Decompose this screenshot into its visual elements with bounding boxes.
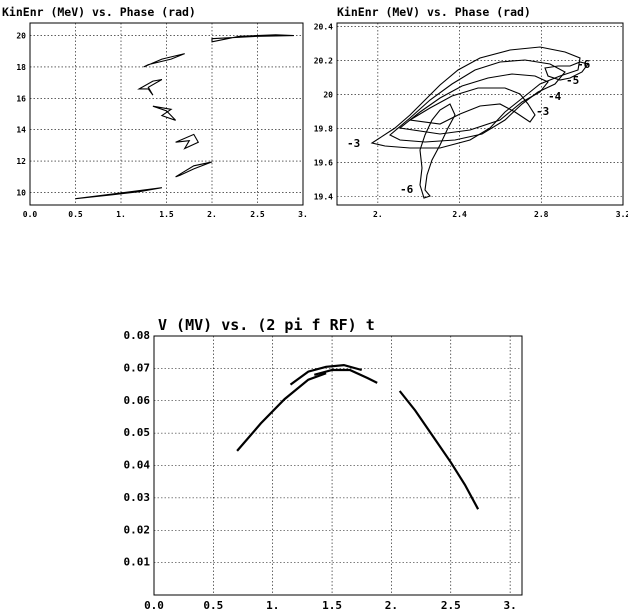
chart-2-y-tick-label: 19.6 bbox=[314, 158, 333, 167]
chart-2-y-tick-label: 20.4 bbox=[314, 22, 333, 31]
chart-2-curves bbox=[370, 46, 589, 199]
chart-2-x-ticks: 2. 2.4 2.8 3.2 bbox=[373, 210, 628, 219]
chart-2-label-1: -6 bbox=[577, 58, 591, 71]
chart-3-x-tick-label: 1.5 bbox=[322, 599, 342, 610]
chart-1-x-tick-label: 2.5 bbox=[250, 210, 265, 219]
chart-2-y-tick-label: 20 bbox=[323, 90, 333, 99]
chart-1-curves bbox=[75, 34, 294, 200]
chart-2-label-3: -4 bbox=[548, 90, 562, 103]
chart-2-y-tick-label: 19.4 bbox=[314, 192, 333, 201]
chart-2-title: KinEnr (MeV) vs. Phase (rad) bbox=[337, 5, 531, 19]
chart-3-x-tick-label: 2.5 bbox=[441, 599, 461, 610]
chart-3-y-tick-label: 0.01 bbox=[124, 556, 151, 569]
chart-3-grid bbox=[154, 335, 522, 595]
chart-1-curve-1 bbox=[75, 187, 162, 200]
chart-2-label-6: -6 bbox=[400, 183, 414, 196]
chart-3-y-tick-label: 0.07 bbox=[124, 361, 151, 374]
chart-3-x-ticks: 0.0 0.5 1. 1.5 2. 2.5 3. bbox=[144, 599, 517, 610]
chart-3-frame bbox=[153, 335, 523, 596]
chart-1-curve-4 bbox=[152, 105, 176, 121]
chart-3-x-tick-label: 0.5 bbox=[203, 599, 223, 610]
chart-1-curve-2 bbox=[143, 53, 185, 68]
chart-1-y-tick-label: 20 bbox=[16, 32, 26, 41]
chart-2-frame bbox=[336, 22, 624, 206]
chart-3-x-tick-label: 0.0 bbox=[144, 599, 164, 610]
chart-1-x-tick-label: 0.0 bbox=[23, 210, 38, 219]
chart-1-y-tick-label: 14 bbox=[16, 126, 26, 135]
chart-1-curve-3 bbox=[137, 78, 163, 96]
chart-3-y-tick-label: 0.04 bbox=[124, 459, 151, 472]
chart-2: KinEnr (MeV) vs. Phase (rad) 2. 2.4 2.8 3.2… bbox=[314, 5, 628, 219]
chart-1-curve-6 bbox=[175, 161, 213, 178]
chart-2-label-2: -5 bbox=[566, 74, 579, 87]
chart-3-y-tick-label: 0.08 bbox=[124, 329, 151, 342]
chart-3-title: V (MV) vs. (2 pi f RF) t bbox=[158, 316, 375, 334]
chart-3-y-tick-label: 0.05 bbox=[124, 426, 151, 439]
chart-2-contour-1 bbox=[370, 46, 581, 149]
chart-1-y-tick-label: 12 bbox=[16, 157, 26, 166]
chart-3-curve-1 bbox=[236, 372, 327, 452]
chart-3: V (MV) vs. (2 pi f RF) t 0.0 0.5 1. 1.5 2. 2.… bbox=[124, 316, 523, 610]
chart-1-y-tick-label: 18 bbox=[16, 63, 26, 72]
chart-2-x-tick-label: 3.2 bbox=[616, 210, 628, 219]
chart-1-frame bbox=[29, 22, 304, 206]
chart-1-y-ticks: 10 12 14 16 18 20 bbox=[16, 32, 26, 198]
chart-1-curve-5 bbox=[175, 133, 200, 150]
chart-1-grid bbox=[30, 23, 303, 205]
chart-1: KinEnr (MeV) vs. Phase (rad) 0.0 0.5 1. 1.5… bbox=[2, 5, 308, 219]
chart-3-curve-4 bbox=[398, 390, 480, 510]
chart-1-x-tick-label: 0.5 bbox=[68, 210, 83, 219]
chart-3-x-tick-label: 2. bbox=[385, 599, 398, 610]
chart-1-y-tick-label: 10 bbox=[16, 188, 26, 197]
chart-3-curve-3 bbox=[314, 368, 378, 384]
chart-2-y-ticks: 19.4 19.6 19.8 20 20.2 20.4 bbox=[314, 22, 333, 201]
chart-2-annotations: -6 -5 -4 -3 -3 -6 bbox=[347, 58, 591, 196]
chart-3-y-ticks: 0.01 0.02 0.03 0.04 0.05 0.06 0.07 0.08 bbox=[124, 329, 151, 569]
chart-3-x-tick-label: 1. bbox=[266, 599, 279, 610]
chart-3-y-tick-label: 0.02 bbox=[124, 523, 151, 536]
chart-2-x-tick-label: 2.4 bbox=[452, 210, 467, 219]
chart-3-y-tick-label: 0.06 bbox=[124, 394, 151, 407]
chart-1-x-tick-label: 3. bbox=[298, 210, 308, 219]
chart-1-x-tick-label: 1. bbox=[116, 210, 126, 219]
chart-3-y-tick-label: 0.03 bbox=[124, 491, 151, 504]
chart-2-y-tick-label: 19.8 bbox=[314, 124, 333, 133]
chart-2-grid bbox=[337, 23, 623, 205]
chart-1-x-ticks: 0.0 0.5 1. 1.5 2. 2.5 3. bbox=[23, 210, 308, 219]
chart-2-x-tick-label: 2. bbox=[373, 210, 383, 219]
chart-2-contour-6 bbox=[544, 61, 589, 81]
chart-2-label-4: -3 bbox=[536, 105, 549, 118]
chart-2-label-5: -3 bbox=[347, 137, 360, 150]
chart-1-x-tick-label: 2. bbox=[207, 210, 217, 219]
chart-2-contour-4 bbox=[408, 87, 536, 125]
chart-2-x-tick-label: 2.8 bbox=[534, 210, 549, 219]
chart-3-curves bbox=[236, 363, 480, 510]
chart-1-title: KinEnr (MeV) vs. Phase (rad) bbox=[2, 5, 196, 19]
chart-1-y-tick-label: 16 bbox=[16, 94, 26, 103]
chart-1-x-tick-label: 1.5 bbox=[159, 210, 174, 219]
chart-3-curve-2 bbox=[289, 363, 362, 386]
chart-2-contour-3 bbox=[398, 73, 549, 135]
chart-2-contour-5 bbox=[419, 103, 456, 199]
chart-1-curve-7 bbox=[211, 34, 294, 43]
chart-2-contour-2 bbox=[389, 59, 566, 143]
chart-2-y-tick-label: 20.2 bbox=[314, 56, 333, 65]
chart-3-x-tick-label: 3. bbox=[504, 599, 517, 610]
